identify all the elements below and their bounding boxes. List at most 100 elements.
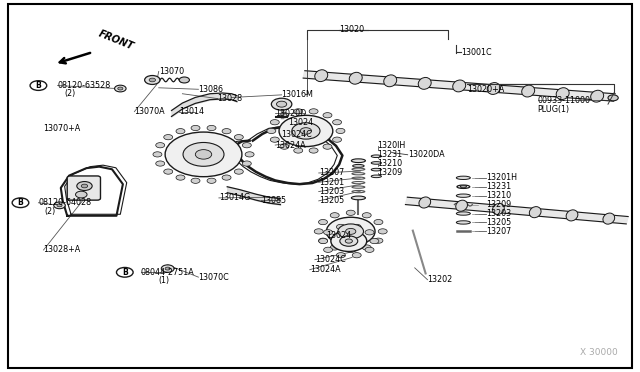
Text: 13070: 13070	[159, 67, 184, 76]
Circle shape	[115, 85, 126, 92]
Text: 13070C: 13070C	[198, 273, 229, 282]
Text: B: B	[122, 268, 127, 277]
Circle shape	[165, 267, 170, 270]
Text: 00933-11000: 00933-11000	[538, 96, 591, 105]
Circle shape	[156, 161, 164, 166]
Circle shape	[333, 120, 342, 125]
Ellipse shape	[452, 80, 466, 92]
Circle shape	[324, 230, 333, 235]
Text: 13207: 13207	[486, 227, 511, 236]
Circle shape	[267, 128, 276, 134]
Circle shape	[345, 239, 353, 243]
Circle shape	[156, 142, 164, 148]
Circle shape	[54, 202, 65, 209]
Circle shape	[161, 265, 174, 272]
Circle shape	[191, 178, 200, 183]
Circle shape	[270, 137, 279, 142]
Ellipse shape	[351, 159, 365, 163]
Text: 13205: 13205	[319, 196, 344, 205]
Circle shape	[352, 224, 361, 230]
Ellipse shape	[371, 155, 381, 158]
Ellipse shape	[315, 70, 328, 81]
Text: 13016M: 13016M	[282, 90, 314, 99]
Ellipse shape	[522, 85, 534, 97]
Ellipse shape	[371, 175, 381, 178]
Polygon shape	[303, 71, 615, 101]
Text: (2): (2)	[45, 207, 56, 216]
Circle shape	[81, 184, 88, 188]
Circle shape	[309, 148, 318, 153]
Ellipse shape	[456, 194, 470, 197]
Text: X 30000: X 30000	[580, 348, 618, 357]
Ellipse shape	[419, 197, 431, 208]
Ellipse shape	[460, 186, 467, 188]
Ellipse shape	[529, 206, 541, 218]
Circle shape	[340, 236, 358, 246]
Circle shape	[207, 178, 216, 183]
Circle shape	[176, 129, 185, 134]
Circle shape	[300, 128, 312, 134]
Circle shape	[337, 224, 346, 230]
Ellipse shape	[371, 162, 381, 164]
Circle shape	[222, 175, 231, 180]
Circle shape	[319, 238, 328, 244]
Text: (2): (2)	[64, 89, 76, 98]
Circle shape	[362, 213, 371, 218]
FancyBboxPatch shape	[67, 176, 100, 200]
Text: 13210: 13210	[486, 191, 511, 200]
Circle shape	[365, 247, 374, 253]
Text: 13207: 13207	[319, 169, 344, 177]
Text: 13014G: 13014G	[219, 193, 250, 202]
Circle shape	[374, 238, 383, 243]
Circle shape	[323, 144, 332, 149]
Text: 08120-64028: 08120-64028	[38, 198, 92, 207]
Circle shape	[319, 238, 328, 243]
Text: 13024C: 13024C	[315, 255, 346, 264]
Ellipse shape	[566, 210, 578, 221]
Circle shape	[276, 101, 287, 107]
Circle shape	[145, 76, 160, 84]
Circle shape	[243, 142, 252, 148]
Circle shape	[352, 253, 361, 258]
Circle shape	[336, 128, 345, 134]
Text: 13209: 13209	[486, 200, 511, 209]
Circle shape	[326, 217, 375, 246]
Circle shape	[279, 115, 333, 147]
Circle shape	[164, 135, 173, 140]
Circle shape	[234, 169, 243, 174]
Text: 13020D: 13020D	[275, 109, 307, 118]
Text: 13028+A: 13028+A	[44, 246, 81, 254]
Ellipse shape	[351, 196, 365, 200]
Ellipse shape	[456, 212, 470, 215]
Circle shape	[362, 245, 371, 250]
Text: 13086: 13086	[198, 85, 223, 94]
Circle shape	[165, 132, 242, 177]
Circle shape	[76, 191, 87, 198]
Circle shape	[337, 253, 346, 258]
Text: 13024A: 13024A	[275, 141, 306, 150]
Circle shape	[346, 210, 355, 215]
Circle shape	[280, 113, 289, 118]
Ellipse shape	[353, 164, 364, 167]
Circle shape	[370, 238, 379, 244]
Text: (1): (1)	[159, 276, 170, 285]
Text: 13085: 13085	[261, 196, 286, 205]
Circle shape	[195, 150, 212, 159]
Text: 1320lH: 1320lH	[378, 141, 406, 150]
Text: 13020DA: 13020DA	[408, 150, 444, 159]
Circle shape	[179, 77, 189, 83]
Text: FRONT: FRONT	[97, 29, 136, 52]
Text: 13024: 13024	[326, 231, 351, 240]
Circle shape	[378, 229, 387, 234]
Circle shape	[183, 142, 224, 166]
Circle shape	[245, 152, 254, 157]
Text: PLUG(1): PLUG(1)	[538, 105, 570, 114]
Circle shape	[333, 137, 342, 142]
Circle shape	[330, 245, 339, 250]
Circle shape	[270, 120, 279, 125]
Text: 13024A: 13024A	[310, 265, 340, 274]
Circle shape	[608, 95, 618, 101]
Circle shape	[222, 129, 231, 134]
Circle shape	[280, 144, 289, 149]
Circle shape	[330, 213, 339, 218]
